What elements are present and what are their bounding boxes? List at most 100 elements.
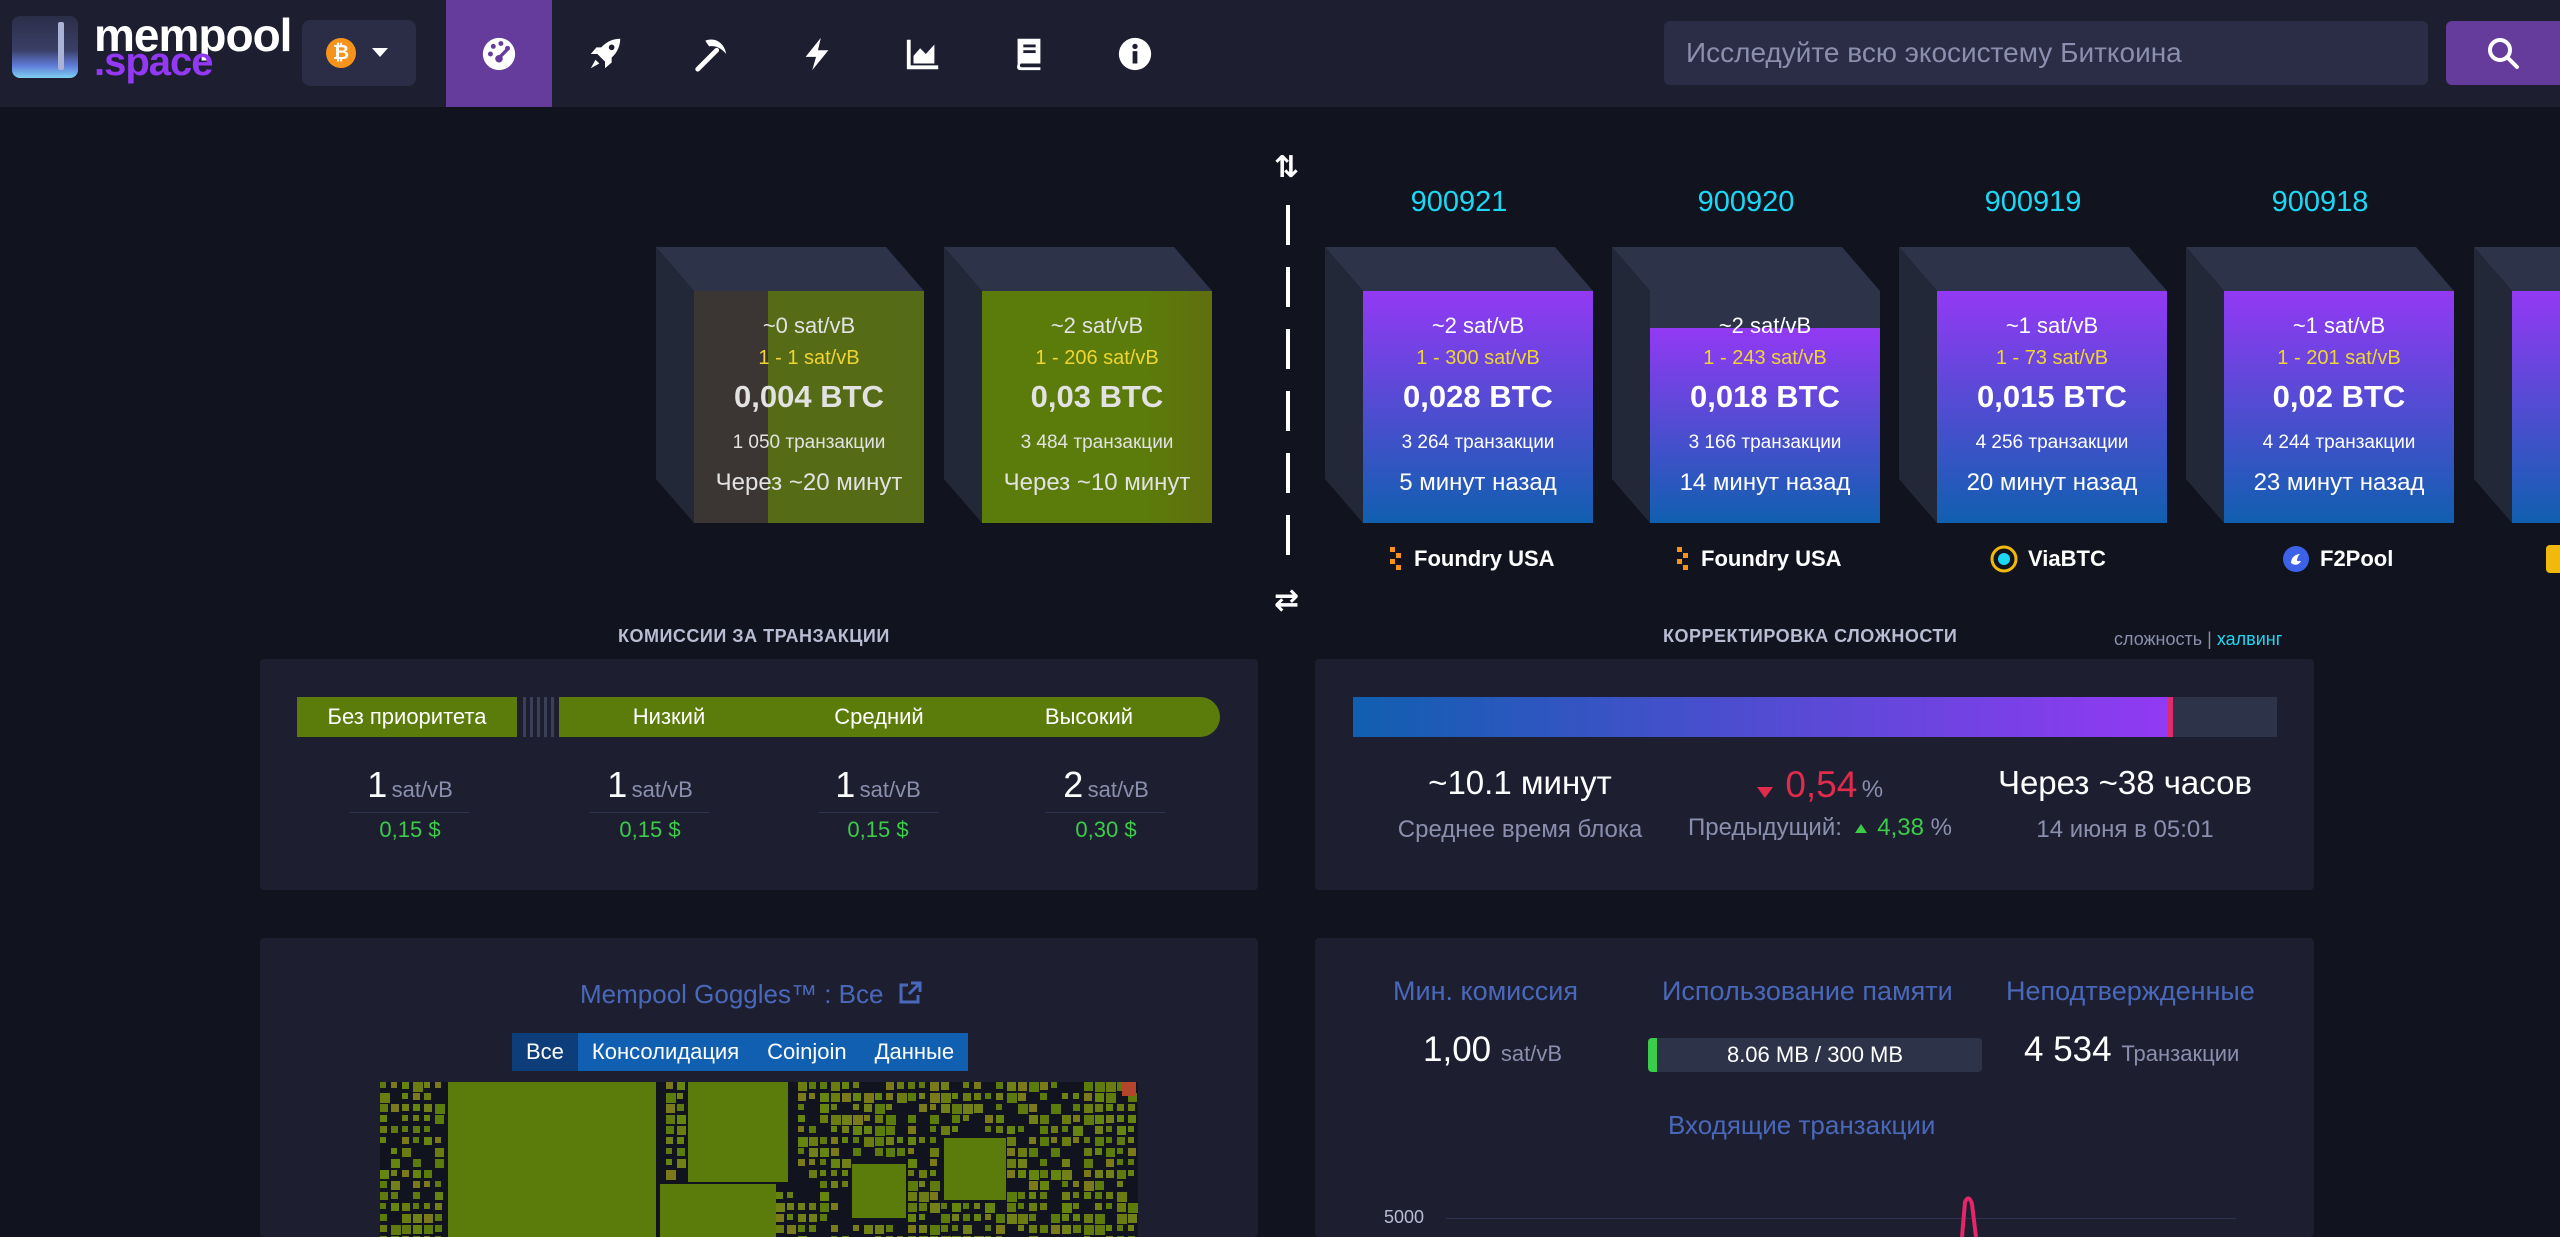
- treemap-tx-cell: [963, 1104, 973, 1114]
- block-total-fees: 0,015 BTC: [1977, 379, 2127, 414]
- nav-lightning[interactable]: [764, 0, 870, 107]
- goggles-tab-coinjoin[interactable]: Coinjoin: [753, 1033, 861, 1071]
- treemap-tx-cell: [919, 1181, 925, 1187]
- swap-vertical-icon[interactable]: ⇅: [1274, 151, 1300, 184]
- foundry-usa-logo-icon: [1677, 547, 1688, 570]
- treemap-tx-cell: [1073, 1203, 1079, 1209]
- nav-mining[interactable]: [658, 0, 764, 107]
- treemap-tx-cell: [424, 1115, 430, 1121]
- treemap-tx-cell: [875, 1148, 883, 1156]
- treemap-tx-cell: [1128, 1148, 1136, 1156]
- nav-dashboard[interactable]: [446, 0, 552, 107]
- treemap-tx-cell: [1018, 1192, 1025, 1199]
- treemap-tx-cell: [930, 1082, 939, 1091]
- block-height-link[interactable]: 900920: [1697, 186, 1795, 218]
- search-icon: [2488, 38, 2519, 69]
- mined-block[interactable]: ~1 sat/vB 1 - 73 sat/vB 0,015 BTC 4 256 …: [1899, 247, 2167, 523]
- treemap-tx-cell: [985, 1115, 993, 1123]
- logo-text-mempool[interactable]: mempool: [94, 9, 292, 61]
- min-fee-unit: sat/vB: [1500, 1041, 1562, 1066]
- treemap-tx-cell: [1062, 1159, 1070, 1167]
- block-height-link[interactable]: 900919: [1984, 186, 2082, 218]
- nav-graphs[interactable]: [870, 0, 976, 107]
- treemap-tx-cell: [1040, 1093, 1047, 1100]
- fee-medium: 1 sat/vB 0,15 $: [818, 764, 938, 843]
- halving-link[interactable]: халвинг: [2216, 629, 2283, 649]
- block-fee-range: 1 - 73 sat/vB: [1995, 347, 2109, 369]
- incoming-y-tick: 5000: [1384, 1207, 1425, 1227]
- treemap-tx-cell: [809, 1148, 818, 1157]
- treemap-tx-cell: [941, 1214, 950, 1223]
- min-fee-label: Мин. комиссия: [1393, 976, 1578, 1006]
- mined-block[interactable]: ~2 sat/vB 1 - 243 sat/vB 0,018 BTC 3 166…: [1612, 247, 1880, 523]
- treemap-tx-cell: [1018, 1093, 1026, 1101]
- treemap-tx-cell: [1106, 1104, 1113, 1111]
- treemap-tx-cell: [677, 1126, 686, 1135]
- block-tx-count: 3 484 транзакции: [1020, 432, 1174, 453]
- treemap-tx-cell: [1040, 1225, 1048, 1233]
- block-face: ~2 sat/vB 1 - 206 sat/vB 0,03 BTC 3 484 …: [982, 291, 1212, 523]
- difficulty-link[interactable]: сложность: [2114, 629, 2203, 649]
- treemap-tx-cell: [919, 1137, 925, 1143]
- mempool-logo-icon[interactable]: [12, 16, 78, 78]
- mined-block-partial[interactable]: [2474, 247, 2560, 523]
- treemap-tx-cell: [1029, 1115, 1038, 1124]
- treemap-tx-cell: [820, 1082, 827, 1089]
- treemap-tx-cell: [963, 1214, 970, 1221]
- treemap-tx-cell: [831, 1170, 837, 1176]
- block-height-link[interactable]: 900921: [1410, 186, 1508, 218]
- treemap-tx-cell: [666, 1104, 675, 1113]
- treemap-tx-cell: [1095, 1126, 1103, 1134]
- mempool-block[interactable]: ~2 sat/vB 1 - 206 sat/vB 0,03 BTC 3 484 …: [944, 247, 1212, 523]
- treemap-tx-cell: [1106, 1225, 1112, 1231]
- block-height-link[interactable]: 900918: [2271, 186, 2369, 218]
- goggles-tab-data[interactable]: Данные: [860, 1033, 969, 1071]
- fee-priority-bar: Без приоритета Низкий Средний Высокий: [297, 697, 1220, 737]
- block-pool[interactable]: ViaBTC: [1990, 544, 2106, 574]
- mempool-block[interactable]: ~0 sat/vB 1 - 1 sat/vB 0,004 BTC 1 050 т…: [656, 247, 924, 523]
- logo-text-space[interactable]: .space: [94, 40, 214, 84]
- nav-acceleration[interactable]: [552, 0, 658, 107]
- fee-label-medium: Средний: [834, 704, 924, 729]
- mined-block[interactable]: ~2 sat/vB 1 - 300 sat/vB 0,028 BTC 3 264…: [1325, 247, 1593, 523]
- treemap-tx-cell: [831, 1126, 837, 1132]
- block-face: ~1 sat/vB 1 - 73 sat/vB 0,015 BTC 4 256 …: [1937, 291, 2167, 523]
- search-button[interactable]: [2446, 21, 2560, 85]
- treemap-tx-cell: [985, 1214, 991, 1220]
- treemap-tx-cell: [930, 1225, 940, 1235]
- nav-docs[interactable]: [976, 0, 1082, 107]
- block-pool[interactable]: Foundry USA: [1675, 544, 1842, 574]
- treemap-tx-cell: [1117, 1159, 1123, 1165]
- treemap-tx-cell: [402, 1203, 410, 1211]
- treemap-tx-cell: [864, 1225, 873, 1234]
- treemap-tx-cell: [864, 1104, 872, 1112]
- treemap-tx-cell: [1095, 1203, 1102, 1210]
- treemap-tx-cell: [1029, 1225, 1037, 1233]
- goggles-tab-all[interactable]: Все: [512, 1033, 578, 1071]
- treemap-tx-cell: [435, 1115, 444, 1124]
- block-pool[interactable]: F2Pool: [2282, 544, 2393, 574]
- swap-horizontal-icon[interactable]: ⇄: [1274, 584, 1300, 617]
- treemap-tx-cell: [380, 1137, 386, 1143]
- nav-about[interactable]: [1082, 0, 1188, 107]
- block-fill: [1937, 291, 2167, 523]
- goggles-title[interactable]: Mempool Goggles™ : Все: [580, 979, 923, 1010]
- network-selector[interactable]: ₿: [302, 20, 416, 86]
- treemap-tx-cell: [908, 1225, 916, 1233]
- goggles-tab-consolidation[interactable]: Консолидация: [577, 1033, 754, 1071]
- mined-block[interactable]: ~1 sat/vB 1 - 201 sat/vB 0,02 BTC 4 244 …: [2186, 247, 2454, 523]
- pool-name: ViaBTC: [2028, 546, 2106, 571]
- treemap-tx-cell: [391, 1082, 397, 1088]
- block-fee-range: 1 - 206 sat/vB: [1035, 347, 1159, 369]
- avg-block-time: ~10.1 минут Среднее время блока: [1370, 764, 1670, 844]
- unconfirmed-value: 4 534: [2024, 1030, 2112, 1069]
- lightning-icon: [805, 37, 829, 70]
- treemap-tx-cell: [875, 1225, 884, 1234]
- treemap-tx-cell: [930, 1093, 940, 1103]
- treemap-tx-cell: [1084, 1170, 1091, 1177]
- treemap-tx-cell: [908, 1148, 914, 1154]
- treemap-tx-cell: [930, 1203, 940, 1213]
- block-pool[interactable]: Foundry USA: [1388, 544, 1555, 574]
- search-input[interactable]: Исследуйте всю экосистему Биткоина: [1664, 21, 2428, 85]
- mempool-goggles-treemap[interactable]: [380, 1082, 1138, 1237]
